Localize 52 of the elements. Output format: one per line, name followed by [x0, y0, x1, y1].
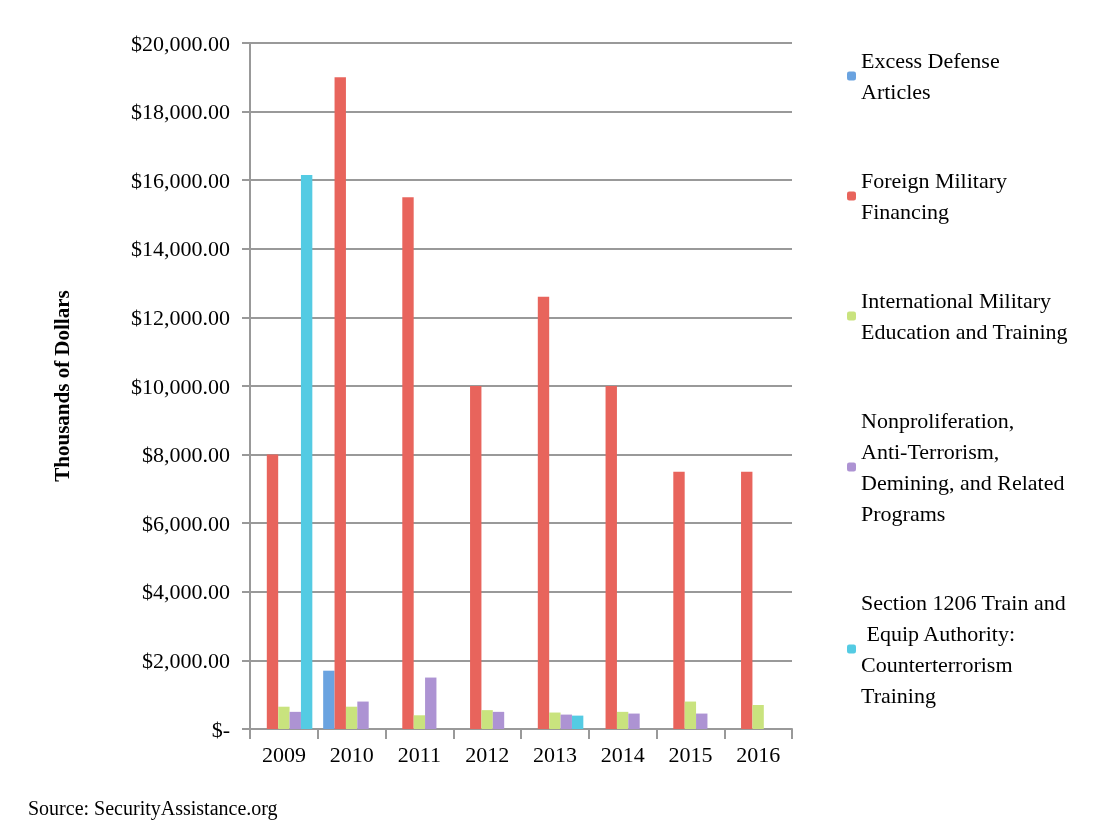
- bar: [616, 711, 629, 729]
- y-tick-label: $2,000.00: [142, 647, 230, 673]
- legend-label: Nonproliferation, Anti-Terrorism, Demining, and Related Programs: [861, 408, 1070, 526]
- bar: [560, 714, 572, 729]
- y-tick-label: $4,000.00: [142, 579, 230, 605]
- y-tick-label: $20,000.00: [131, 30, 230, 56]
- legend-label: Foreign Military Financing: [861, 168, 1013, 224]
- y-tick-label: $-: [211, 716, 230, 742]
- y-axis-title: Thousands of Dollars: [49, 290, 74, 482]
- y-tick-label: $6,000.00: [142, 510, 230, 536]
- bar: [413, 715, 426, 729]
- y-tick-label: $8,000.00: [142, 442, 230, 468]
- bar: [752, 704, 764, 729]
- bar: [741, 471, 753, 729]
- source-note: Source: SecurityAssistance.org: [28, 797, 278, 820]
- bar: [300, 175, 313, 729]
- bar: [345, 706, 358, 729]
- bar: [549, 712, 561, 729]
- y-tick-label: $12,000.00: [131, 304, 230, 330]
- bar: [628, 713, 640, 729]
- x-tick-label: 2010: [329, 741, 374, 767]
- y-tick-label: $10,000.00: [131, 373, 230, 399]
- x-tick-label: 2014: [600, 741, 645, 767]
- x-tick-label: 2013: [532, 741, 577, 767]
- bar: [278, 706, 290, 729]
- bar: [537, 296, 550, 729]
- x-tick-label: 2015: [668, 741, 713, 767]
- x-tick-label: 2009: [261, 741, 306, 767]
- bar: [266, 454, 279, 729]
- bar: [673, 471, 685, 729]
- y-tick-label: $14,000.00: [131, 236, 230, 262]
- bar: [481, 710, 493, 729]
- bar: [684, 701, 697, 729]
- bar: [571, 715, 584, 729]
- y-tick-label: $16,000.00: [131, 167, 230, 193]
- bar: [334, 77, 346, 729]
- bar: [492, 711, 505, 729]
- bar: [289, 711, 301, 729]
- bar: [470, 386, 482, 729]
- legend-label: Excess Defense Articles: [861, 48, 1006, 104]
- x-tick-label: 2012: [465, 741, 510, 767]
- bar: [605, 386, 617, 729]
- bar: [425, 677, 437, 729]
- y-tick-label: $18,000.00: [131, 99, 230, 125]
- x-tick-label: 2016: [736, 741, 781, 767]
- bar: [323, 670, 335, 729]
- bar: [402, 197, 414, 729]
- bar: [696, 713, 708, 729]
- bar: [357, 701, 369, 729]
- legend-label: International Military Education and Training: [861, 288, 1068, 344]
- legend-label: Section 1206 Train and Equip Authority: Counterterrorism Training: [861, 590, 1066, 708]
- x-tick-label: 2011: [397, 741, 441, 767]
